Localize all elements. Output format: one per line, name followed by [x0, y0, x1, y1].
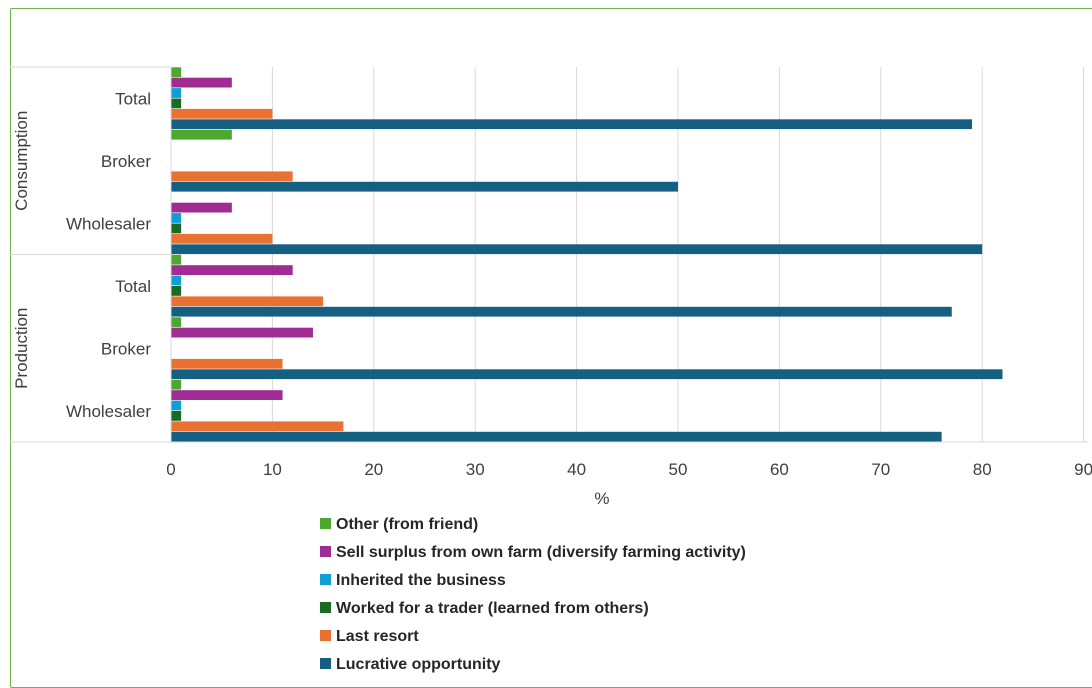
bar-other-from-friend-consumption-total	[171, 67, 182, 78]
bar-sell-surplus-from-own-farm-diversify-farming-activity-production-wholesaler	[171, 390, 283, 400]
axes: 0 10 20 30 40 50 60 70 80 90%	[10, 66, 1092, 508]
group-label: Production	[12, 308, 31, 389]
category-label: Broker	[101, 339, 151, 358]
group-label: Consumption	[12, 111, 31, 211]
bar-other-from-friend-production-broker	[171, 317, 182, 328]
category-label: Wholesaler	[66, 402, 151, 421]
x-tick-label: 40	[567, 460, 586, 479]
legend-swatch-last-resort	[320, 630, 331, 641]
bar-last-resort-consumption-total	[171, 108, 273, 119]
bar-sell-surplus-from-own-farm-diversify-farming-activity-consumption-total	[171, 77, 232, 88]
x-tick-label: 30	[466, 460, 485, 479]
bar-lucrative-opportunity-consumption-total	[171, 119, 973, 130]
legend-swatch-other-from-friend	[320, 518, 331, 529]
legend-swatch-sell-surplus-from-own-farm-diversify-farming-activity	[320, 546, 331, 557]
bar-sell-surplus-from-own-farm-diversify-farming-activity-consumption-wholesaler	[171, 202, 232, 213]
bar-last-resort-production-broker	[171, 358, 283, 369]
legend-label-other-from-friend: Other (from friend)	[336, 516, 478, 533]
bar-last-resort-production-total	[171, 296, 324, 307]
x-tick-label: 50	[669, 460, 688, 479]
x-axis-title: %	[594, 489, 609, 508]
bar-lucrative-opportunity-consumption-wholesaler	[171, 244, 983, 255]
bars	[171, 67, 1003, 442]
bar-other-from-friend-production-wholesaler	[171, 379, 182, 390]
bar-other-from-friend-production-total	[171, 254, 182, 265]
bar-inherited-the-business-production-wholesaler	[171, 400, 182, 411]
bar-inherited-the-business-consumption-total	[171, 88, 182, 98]
category-labels: Total Broker Wholesaler Consumption Total Bro…	[12, 89, 151, 421]
bar-inherited-the-business-production-total	[171, 275, 182, 286]
legend-label-worked-for-a-trader-learned-from-others: Worked for a trader (learned from others…	[336, 600, 649, 617]
bar-other-from-friend-consumption-broker	[171, 129, 232, 140]
bar-chart: 0 10 20 30 40 50 60 70 80 90% Total Broker Wholesal…	[10, 66, 1092, 673]
bar-lucrative-opportunity-consumption-broker	[171, 181, 678, 192]
bar-last-resort-consumption-wholesaler	[171, 233, 273, 244]
bar-worked-for-a-trader-learned-from-others-consumption-wholesaler	[171, 223, 182, 234]
bar-lucrative-opportunity-production-broker	[171, 369, 1003, 380]
x-tick-label: 90	[1074, 460, 1092, 479]
legend-label-lucrative-opportunity: Lucrative opportunity	[336, 656, 501, 673]
bar-last-resort-production-wholesaler	[171, 421, 344, 432]
bar-worked-for-a-trader-learned-from-others-consumption-total	[171, 98, 182, 109]
legend: Other (from friend) Sell surplus from own…	[320, 516, 746, 673]
category-label: Total	[115, 277, 151, 296]
legend-label-last-resort: Last resort	[336, 628, 419, 645]
legend-label-inherited-the-business: Inherited the business	[336, 572, 506, 589]
x-tick-label: 0	[166, 460, 175, 479]
legend-swatch-lucrative-opportunity	[320, 658, 331, 669]
bar-last-resort-consumption-broker	[171, 171, 293, 182]
bar-lucrative-opportunity-production-wholesaler	[171, 431, 942, 442]
bar-inherited-the-business-consumption-wholesaler	[171, 213, 182, 223]
x-tick-label: 20	[364, 460, 383, 479]
bar-sell-surplus-from-own-farm-diversify-farming-activity-production-total	[171, 265, 293, 275]
bar-sell-surplus-from-own-farm-diversify-farming-activity-production-broker	[171, 327, 313, 338]
x-tick-label: 60	[770, 460, 789, 479]
bar-worked-for-a-trader-learned-from-others-production-wholesaler	[171, 411, 182, 421]
x-tick-label: 80	[973, 460, 992, 479]
category-label: Total	[115, 89, 151, 108]
bar-worked-for-a-trader-learned-from-others-production-total	[171, 286, 182, 296]
bar-lucrative-opportunity-production-total	[171, 306, 952, 317]
legend-swatch-inherited-the-business	[320, 574, 331, 585]
x-tick-label: 10	[263, 460, 282, 479]
legend-label-sell-surplus-from-own-farm-diversify-farming-activity: Sell surplus from own farm (diversify fa…	[336, 544, 746, 561]
legend-swatch-worked-for-a-trader-learned-from-others	[320, 602, 331, 613]
category-label: Broker	[101, 152, 151, 171]
category-label: Wholesaler	[66, 214, 151, 233]
x-tick-label: 70	[871, 460, 890, 479]
